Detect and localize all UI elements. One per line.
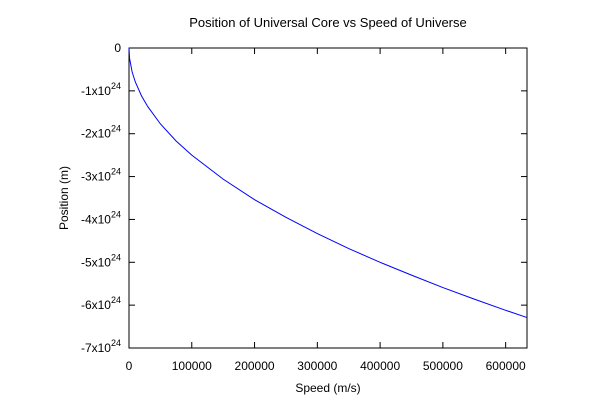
y-tick-label: -5x1024 <box>81 252 121 269</box>
y-tick-exponent: 24 <box>111 295 121 305</box>
y-tick-label: -7x1024 <box>81 338 121 355</box>
y-tick-label: -2x1024 <box>81 124 121 141</box>
x-tick-label: 200000 <box>235 359 275 373</box>
y-tick-exponent: 24 <box>111 81 121 91</box>
y-tick-base: -5x10 <box>81 255 111 269</box>
y-tick-base: -2x10 <box>81 127 111 141</box>
y-tick-base: -6x10 <box>81 298 111 312</box>
y-axis: 0-1x1024-2x1024-3x1024-4x1024-5x1024-6x1… <box>81 41 527 355</box>
series-line <box>128 47 528 319</box>
y-tick-exponent: 24 <box>111 252 121 262</box>
x-tick-label: 600000 <box>486 359 526 373</box>
y-tick-label: -1x1024 <box>81 81 121 98</box>
series-group <box>128 47 528 319</box>
y-tick-label: -3x1024 <box>81 167 121 184</box>
x-tick-label: 100000 <box>172 359 212 373</box>
y-tick-label: -4x1024 <box>81 209 121 226</box>
y-tick-label: 0 <box>114 41 121 55</box>
x-axis: 0 100000 200000 300000 400000 500000 600000 <box>126 48 526 373</box>
plot-frame <box>128 47 528 349</box>
x-tick-label: 500000 <box>423 359 463 373</box>
y-tick-label: -6x1024 <box>81 295 121 312</box>
y-tick-exponent: 24 <box>111 167 121 177</box>
y-tick-base: -3x10 <box>81 170 111 184</box>
y-tick-base: -1x10 <box>81 84 111 98</box>
x-tick-label: 0 <box>126 359 133 373</box>
chart-title: Position of Universal Core vs Speed of U… <box>189 15 466 30</box>
x-axis-label: Speed (m/s) <box>295 381 360 395</box>
y-tick-exponent: 24 <box>111 338 121 348</box>
y-tick-base: -7x10 <box>81 341 111 355</box>
x-tick-label: 300000 <box>297 359 337 373</box>
y-tick-exponent: 24 <box>111 209 121 219</box>
y-axis-label: Position (m) <box>57 166 71 230</box>
x-tick-label: 400000 <box>360 359 400 373</box>
y-tick-base: 0 <box>114 41 121 55</box>
y-tick-exponent: 24 <box>111 124 121 134</box>
y-tick-base: -4x10 <box>81 212 111 226</box>
